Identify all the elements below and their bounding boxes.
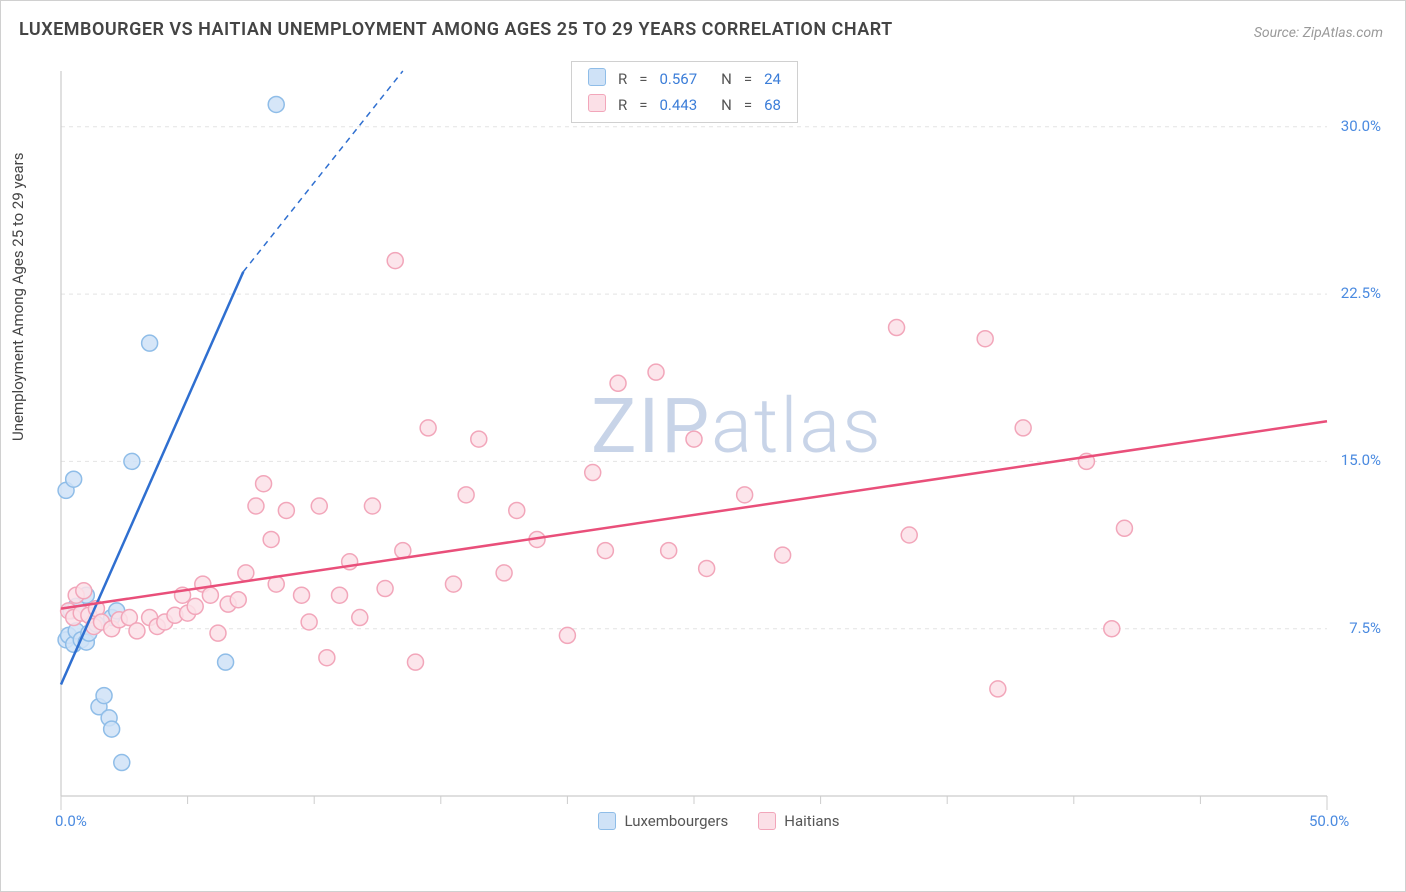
- legend-item: Luxembourgers: [598, 812, 728, 830]
- chart-title: LUXEMBOURGER VS HAITIAN UNEMPLOYMENT AMO…: [19, 19, 893, 40]
- legend-swatch-icon: [758, 812, 776, 830]
- stat-r-label: R: [612, 92, 633, 118]
- stat-n-label: N: [715, 92, 738, 118]
- y-tick-label: 15.0%: [1341, 451, 1381, 469]
- legend-swatch-icon: [598, 812, 616, 830]
- stat-r-label: R: [612, 66, 633, 92]
- legend-bottom: Luxembourgers Haitians: [51, 812, 1387, 830]
- y-tick-label: 22.5%: [1341, 284, 1381, 302]
- stats-row: R=0.443N=68: [582, 92, 787, 118]
- plot-area: ZIPatlas R=0.567N=24R=0.443N=68 Luxembou…: [51, 61, 1387, 836]
- y-axis-label: Unemployment Among Ages 25 to 29 years: [9, 153, 27, 441]
- stat-r-value: 0.443: [653, 92, 703, 118]
- scatter-chart-svg: [51, 61, 1387, 836]
- legend-swatch-icon: [588, 68, 606, 86]
- correlation-stats-box: R=0.567N=24R=0.443N=68: [571, 61, 798, 123]
- stats-row: R=0.567N=24: [582, 66, 787, 92]
- y-tick-label: 30.0%: [1341, 117, 1381, 135]
- legend-label: Haitians: [784, 812, 839, 830]
- stat-eq: =: [633, 92, 653, 118]
- stat-eq: =: [738, 92, 758, 118]
- chart-container: LUXEMBOURGER VS HAITIAN UNEMPLOYMENT AMO…: [0, 0, 1406, 892]
- stat-n-value: 68: [758, 92, 787, 118]
- legend-swatch-icon: [588, 94, 606, 112]
- stat-eq: =: [738, 66, 758, 92]
- stat-eq: =: [633, 66, 653, 92]
- stat-n-label: N: [715, 66, 738, 92]
- source-attribution: Source: ZipAtlas.com: [1254, 25, 1383, 41]
- stat-r-value: 0.567: [653, 66, 703, 92]
- legend-label: Luxembourgers: [624, 812, 728, 830]
- legend-item: Haitians: [758, 812, 839, 830]
- x-tick-label: 0.0%: [55, 812, 87, 830]
- stat-n-value: 24: [758, 66, 787, 92]
- y-tick-label: 7.5%: [1349, 619, 1381, 637]
- x-tick-label: 50.0%: [1309, 812, 1349, 830]
